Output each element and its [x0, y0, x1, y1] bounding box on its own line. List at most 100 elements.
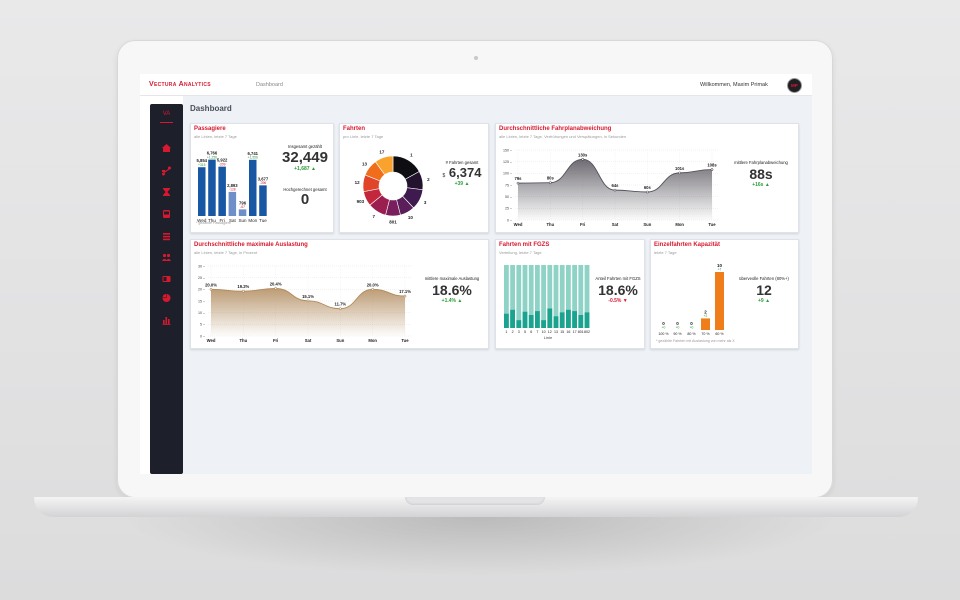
home-icon[interactable]	[162, 144, 171, 152]
card-title: Fahrten mit FGZS	[499, 242, 550, 248]
arrow-down-icon: ▼	[622, 298, 628, 304]
kpi-value: 12	[756, 282, 772, 298]
avatar[interactable]: MP	[787, 78, 802, 93]
bar	[198, 167, 206, 216]
data-point	[516, 181, 520, 185]
bar-total	[578, 264, 584, 328]
delta-label: -128	[229, 188, 236, 192]
data-point	[403, 294, 407, 298]
x-tick-label: 17	[573, 330, 577, 334]
slice-label: 801	[389, 220, 397, 225]
kpi-value: $ 6,374	[434, 165, 490, 180]
data-label: 10	[717, 263, 723, 268]
delta-label: +2	[704, 314, 708, 318]
card-fahrplanabweichung: Durchschnittliche Fahrplanabweichung all…	[495, 123, 799, 233]
kpi-label: überveolle Fahrten (80%+)	[739, 276, 789, 281]
tick-label: Sat	[229, 218, 237, 223]
x-tick-label: 7	[536, 330, 538, 334]
sidebar-logo[interactable]: VA	[162, 111, 171, 117]
tick-label: Sun	[239, 218, 248, 223]
x-tick-label: 10	[542, 330, 546, 334]
x-tick-label: 1	[505, 330, 507, 334]
slice-label: 903	[357, 199, 365, 204]
laptop-shadow	[120, 517, 840, 577]
card-fgzs: Fahrten mit FGZS Verteilung, letzte 7 Ta…	[495, 239, 645, 349]
slice-label: 17	[379, 149, 385, 154]
bus-icon[interactable]	[163, 210, 170, 218]
delta-label: +0	[662, 326, 666, 330]
bar	[238, 209, 247, 216]
page-title: Dashboard	[190, 104, 232, 113]
x-tick-label: Tue	[401, 338, 409, 343]
users-icon[interactable]	[162, 253, 171, 261]
x-tick-label: 12	[548, 330, 552, 334]
card-note: * gezählte Fahrten mit Auslastung von me…	[656, 339, 735, 343]
kpi-delta-text: +1,687	[294, 166, 310, 172]
x-tick-label: Mon	[675, 222, 684, 227]
data-label: 20.0%	[205, 282, 217, 287]
data-label: 80s	[547, 176, 555, 181]
breadcrumb[interactable]: Dashboard	[256, 82, 283, 88]
x-tick-label: Sat	[612, 222, 619, 227]
bar	[249, 159, 257, 216]
donut-slice	[374, 155, 394, 176]
x-tick-label: Tue	[708, 222, 716, 227]
id-card-icon[interactable]	[162, 276, 171, 282]
sidebar: VA	[150, 104, 183, 474]
x-tick-label: 2	[512, 330, 514, 334]
route-icon[interactable]	[162, 166, 171, 176]
x-tick-label: 13	[554, 330, 558, 334]
kpi-delta: +1,687 ▲	[275, 166, 335, 172]
avatar-initials: MP	[791, 83, 798, 88]
arrow-up-icon: ▲	[764, 182, 770, 188]
bar	[259, 185, 267, 216]
bar-total	[566, 264, 571, 328]
x-tick-label: 90 %	[673, 332, 682, 336]
data-label: 64s	[612, 183, 620, 188]
bar-total	[535, 264, 540, 328]
data-label: 108s	[707, 163, 717, 168]
list-icon[interactable]	[163, 233, 170, 241]
brand-logo[interactable]: Vectura Analytics	[149, 81, 211, 88]
data-label: 3,677	[258, 176, 269, 181]
pie-chart-icon[interactable]	[162, 294, 171, 302]
data-label: 15.1%	[302, 294, 314, 299]
data-point	[306, 299, 310, 303]
data-point	[646, 190, 649, 194]
kpi-label: mittlere maximale Auslastung	[424, 276, 480, 281]
data-point	[678, 171, 681, 175]
x-tick-label: 80 %	[687, 332, 696, 336]
data-label: 5,854	[197, 158, 208, 163]
kpi-prefix: $	[442, 173, 446, 179]
data-point	[581, 158, 584, 161]
data-label: 5,922	[217, 158, 228, 163]
bar-chart-icon[interactable]	[162, 317, 171, 325]
welcome-text: Willkommen, Maxim Primak	[700, 82, 768, 88]
data-point	[613, 188, 617, 192]
bar-part	[572, 311, 577, 328]
x-tick-label: Wed	[514, 222, 523, 227]
data-label: 19.2%	[237, 284, 249, 289]
x-tick-label: Mon	[368, 338, 377, 343]
tick-label: Thu	[208, 218, 216, 223]
passagiere-chart: 5,854+315 Wed 6,766+1,256 Thu 5,922-209 Fri 2,…	[197, 151, 269, 223]
fahrplan-area-chart: 0 – 25 – 50 – 75 – 100 – 125 – 150 – 79s Wed 80s T…	[503, 148, 718, 227]
hourglass-icon[interactable]	[163, 188, 170, 196]
x-tick-label: Sun	[336, 338, 344, 343]
x-tick-label: Sun	[643, 222, 651, 227]
x-tick-label: 801	[578, 330, 584, 334]
bar-total	[522, 264, 528, 328]
slice-label: 7	[372, 214, 375, 219]
main-content: Dashboard Passagiere alle Linien, letzte…	[183, 96, 812, 474]
kpi-delta-text: +39	[454, 181, 464, 187]
card-title: Durchschnittliche maximale Auslastung	[194, 242, 308, 248]
data-label: 20.0%	[367, 282, 379, 287]
x-tick-label: 60 %	[715, 332, 724, 336]
arrow-up-icon: ▲	[310, 166, 316, 172]
data-point	[242, 289, 245, 293]
bar	[701, 318, 710, 330]
card-auslastung: Durchschnittliche maximale Auslastung al…	[190, 239, 489, 349]
bar-part	[566, 309, 571, 328]
bar-total	[547, 264, 553, 328]
